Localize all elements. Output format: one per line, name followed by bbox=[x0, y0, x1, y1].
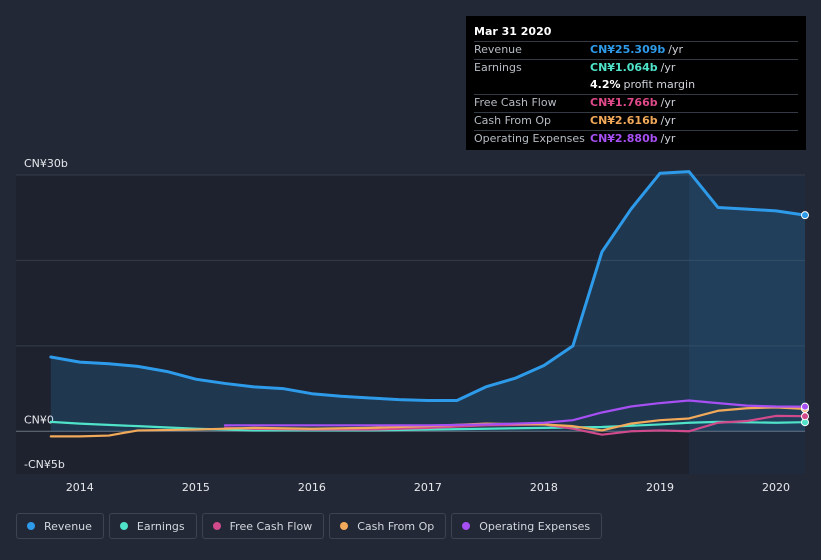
series-line-earnings bbox=[49, 420, 807, 432]
x-tick-label: 2020 bbox=[762, 481, 790, 494]
tooltip-label: Revenue bbox=[474, 43, 522, 56]
x-tick-label: 2019 bbox=[646, 481, 674, 494]
legend-label: Operating Expenses bbox=[479, 519, 591, 533]
legend-label: Free Cash Flow bbox=[229, 519, 313, 533]
legend-item-cash-from-op[interactable]: Cash From Op bbox=[329, 513, 447, 539]
series-line-revenue bbox=[49, 170, 807, 403]
legend-label: Earnings bbox=[136, 519, 185, 533]
tooltip-row-free-cash-flow: Free Cash Flow CN¥1.766b /yr bbox=[474, 94, 798, 111]
y-tick-label: CN¥30b bbox=[24, 157, 68, 170]
legend-item-earnings[interactable]: Earnings bbox=[108, 513, 197, 539]
legend-dot-icon bbox=[462, 522, 471, 530]
tooltip-label: Free Cash Flow bbox=[474, 96, 557, 109]
tooltip-label: Cash From Op bbox=[474, 114, 552, 127]
y-tick-label: CN¥0 bbox=[24, 413, 54, 426]
tooltip-unit: /yr bbox=[660, 96, 676, 109]
x-tick-label: 2015 bbox=[182, 481, 210, 494]
series-line-operating-expenses bbox=[223, 399, 807, 427]
tooltip-label: Earnings bbox=[474, 61, 522, 74]
legend-dot-icon bbox=[27, 522, 35, 530]
tooltip-row-revenue: Revenue CN¥25.309b /yr bbox=[474, 41, 798, 58]
tooltip-value: CN¥25.309b bbox=[590, 43, 666, 56]
x-tick-label: 2014 bbox=[66, 481, 94, 494]
highlight-region bbox=[688, 175, 805, 474]
series-endpoint-operating-expenses bbox=[801, 402, 809, 411]
tooltip-unit: profit margin bbox=[623, 78, 696, 91]
tooltip-value: CN¥2.880b bbox=[590, 132, 658, 145]
legend-item-operating-expenses[interactable]: Operating Expenses bbox=[451, 513, 603, 539]
tooltip-date: Mar 31 2020 bbox=[474, 25, 552, 38]
legend-dot-icon bbox=[119, 522, 128, 530]
series-endpoint-free-cash-flow bbox=[801, 412, 809, 421]
tooltip-row-operating-expenses: Operating Expenses CN¥2.880b /yr bbox=[474, 130, 798, 147]
tooltip-value: 4.2% bbox=[590, 78, 621, 91]
x-tick-label: 2016 bbox=[298, 481, 326, 494]
tooltip-unit: /yr bbox=[660, 114, 676, 127]
tooltip-value: CN¥1.064b bbox=[590, 61, 658, 74]
x-tick-label: 2018 bbox=[530, 481, 558, 494]
x-tick-label: 2017 bbox=[414, 481, 442, 494]
legend-label: Revenue bbox=[44, 519, 92, 533]
tooltip-row-earnings: Earnings CN¥1.064b /yr bbox=[474, 59, 798, 76]
tooltip-row-cash-from-op: Cash From Op CN¥2.616b /yr bbox=[474, 112, 798, 129]
tooltip-label: Operating Expenses bbox=[474, 132, 585, 145]
tooltip-unit: /yr bbox=[668, 43, 684, 56]
series-line-free-cash-flow bbox=[223, 414, 807, 436]
tooltip-unit: /yr bbox=[660, 132, 676, 145]
legend-dot-icon bbox=[212, 522, 221, 530]
y-tick-label: -CN¥5b bbox=[24, 458, 65, 471]
tooltip-value: CN¥1.766b bbox=[590, 96, 658, 109]
series-endpoint-revenue bbox=[801, 211, 809, 220]
tooltip-row-margin: 4.2% profit margin bbox=[474, 77, 798, 93]
series-area-revenue bbox=[50, 171, 805, 432]
legend-dot-icon bbox=[340, 522, 349, 530]
tooltip: Mar 31 2020 Revenue CN¥25.309b /yr Earni… bbox=[466, 16, 806, 150]
legend: Revenue Earnings Free Cash Flow Cash Fro… bbox=[16, 513, 607, 541]
legend-label: Cash From Op bbox=[357, 519, 435, 533]
tooltip-value: CN¥2.616b bbox=[590, 114, 658, 127]
tooltip-label bbox=[474, 77, 590, 93]
legend-item-free-cash-flow[interactable]: Free Cash Flow bbox=[201, 513, 325, 539]
tooltip-unit: /yr bbox=[660, 61, 676, 74]
legend-item-revenue[interactable]: Revenue bbox=[16, 513, 104, 539]
